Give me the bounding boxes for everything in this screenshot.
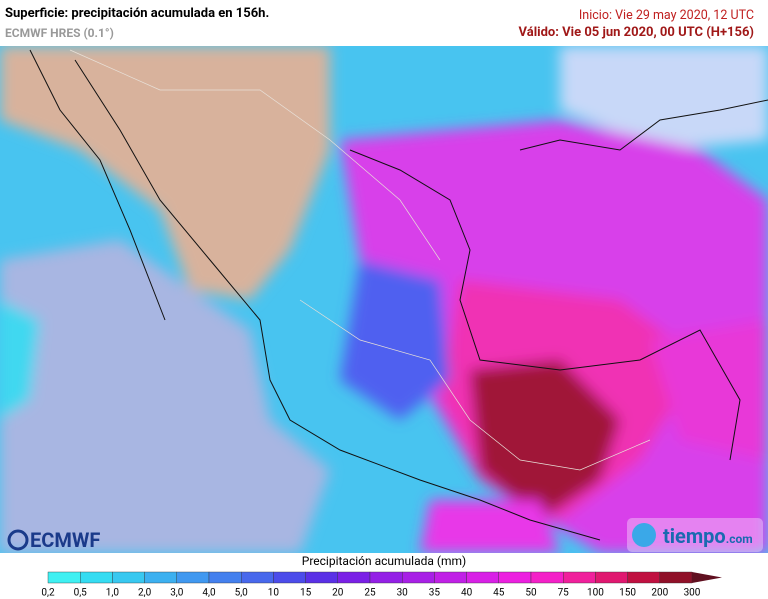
precip-field: ECMWF tiempo.com [0, 46, 768, 553]
init-time: Inicio: Vie 29 may 2020, 12 UTC [578, 8, 754, 23]
legend-swatch [305, 571, 339, 584]
logo-tiempo: tiempo.com [627, 518, 763, 552]
legend-swatch [466, 571, 500, 584]
legend-swatch [402, 571, 435, 584]
title: Superficie: precipitación acumulada en 1… [5, 6, 270, 21]
legend-swatch [176, 571, 210, 584]
legend-label: 35 [429, 588, 441, 599]
logo-ecmwf: ECMWF [7, 528, 100, 552]
legend-label: 45 [493, 588, 505, 599]
legend-label: 0,2 [41, 588, 55, 599]
legend-label: 1,0 [106, 588, 120, 599]
legend-label: 75 [558, 588, 570, 599]
legend-swatch [337, 571, 371, 584]
legend-label: 150 [619, 588, 636, 599]
legend-title: Precipitación acumulada (mm) [302, 554, 466, 568]
legend-swatch [144, 571, 178, 584]
valid-time: Válido: Vie 05 jun 2020, 00 UTC (H+156) [518, 25, 754, 40]
legend-swatch [273, 571, 306, 584]
legend-swatch [530, 571, 564, 584]
logo-ecmwf-text: ECMWF [30, 528, 100, 552]
legend-label: 50 [525, 588, 537, 599]
legend-label: 200 [651, 588, 668, 599]
legend-swatch [498, 571, 532, 584]
legend-label: 10 [268, 588, 280, 599]
legend-swatch [47, 571, 81, 584]
legend-swatch [595, 571, 628, 584]
legend-label: 5,0 [235, 588, 249, 599]
legend-label: 3,0 [170, 588, 184, 599]
legend-swatch [627, 571, 660, 584]
legend: 0,2 0,5 1,0 2,0 3,0 4,0 5,0 10 15 20 25 30 35 40 45 50 7… [41, 571, 722, 599]
legend-swatch [563, 571, 596, 584]
legend-label: 0,5 [74, 588, 88, 599]
legend-label: 30 [397, 588, 409, 599]
legend-label: 15 [300, 588, 312, 599]
legend-arrow [692, 572, 722, 583]
logo-tiempo-suffix: .com [726, 532, 753, 546]
legend-label: 2,0 [138, 588, 152, 599]
legend-label: 20 [332, 588, 344, 599]
legend-label: 40 [461, 588, 473, 599]
legend-swatch [240, 571, 274, 584]
logo-tiempo-text: tiempo [663, 524, 726, 548]
legend-swatch [112, 571, 145, 584]
borders [69, 49, 651, 471]
legend-swatch [659, 571, 693, 584]
legend-label: 4,0 [202, 588, 216, 599]
legend-swatch [79, 571, 113, 584]
model: ECMWF HRES (0.1°) [5, 26, 114, 40]
svg-text:tiempo.com: tiempo.com [663, 524, 753, 548]
legend-label: 300 [684, 588, 701, 599]
legend-swatch [208, 571, 242, 584]
legend-label: 100 [587, 588, 604, 599]
coastlines [29, 49, 768, 541]
legend-label: 25 [364, 588, 376, 599]
legend-swatch [434, 571, 467, 584]
legend-swatch [369, 571, 403, 584]
